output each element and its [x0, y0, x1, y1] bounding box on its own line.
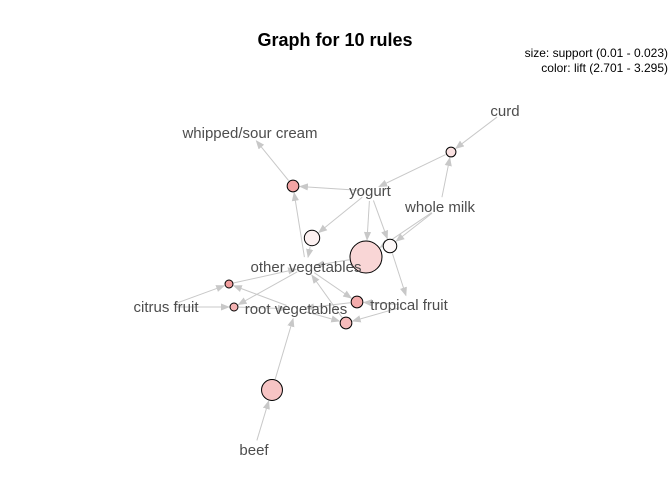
- edge-other_vegetables-to-r8: [313, 272, 353, 299]
- rule-node-r2: [286, 179, 300, 193]
- rule-node-r1: [445, 146, 457, 158]
- graph-title: Graph for 10 rules: [257, 30, 412, 50]
- rule-node-r6: [224, 279, 234, 289]
- edge-citrus_fruit-to-r6: [175, 285, 226, 305]
- edge-r5-to-tropical_fruit: [391, 253, 407, 297]
- rule-node-r8: [350, 295, 364, 309]
- item-label-whole-milk: whole milk: [404, 199, 476, 216]
- rule-nodes-layer: [224, 146, 457, 401]
- item-label-curd: curd: [490, 103, 519, 120]
- edge-whole_milk-to-r5: [395, 212, 433, 242]
- edge-r2-to-whipped_sour_cream: [255, 140, 290, 181]
- item-labels-layer: curd whipped/sour cream yogurt whole milk ot…: [133, 103, 519, 459]
- item-label-yogurt: yogurt: [349, 183, 392, 200]
- rule-node-r3: [303, 229, 321, 247]
- edge-root_vegetables-to-r6: [232, 285, 287, 306]
- edge-beef-to-r10: [256, 400, 270, 441]
- item-label-root-vegetables: root vegetables: [245, 301, 348, 318]
- item-label-other-vegetables: other vegetables: [251, 259, 362, 276]
- edges-layer: [175, 116, 498, 441]
- item-label-whipped-sour-cream: whipped/sour cream: [181, 125, 317, 142]
- item-label-tropical-fruit: tropical fruit: [370, 297, 448, 314]
- edge-r4-to-other_vegetables: [314, 259, 350, 268]
- rule-node-r7: [229, 302, 239, 312]
- edge-yogurt-to-r4: [363, 200, 372, 241]
- legend-size: size: support (0.01 - 0.023): [525, 46, 668, 60]
- item-label-citrus-fruit: citrus fruit: [133, 299, 199, 316]
- edge-curd-to-r1: [455, 116, 498, 149]
- edge-yogurt-to-r5: [372, 200, 388, 240]
- edge-whole_milk-to-r1: [441, 156, 452, 198]
- edge-tropical_fruit-to-r8: [362, 299, 400, 307]
- rule-node-r4: [349, 240, 383, 274]
- edge-other_vegetables-to-r2: [291, 191, 305, 258]
- rule-node-r9: [339, 316, 353, 330]
- edge-r3-to-other_vegetables: [306, 246, 314, 259]
- edge-r10-to-root_vegetables: [274, 317, 295, 380]
- edge-other_vegetables-to-r7: [237, 271, 298, 306]
- item-label-beef: beef: [239, 442, 269, 459]
- edge-r9-to-other_vegetables: [311, 274, 343, 318]
- edge-yogurt-to-r2: [298, 183, 361, 191]
- edge-r8-to-root_vegetables: [305, 302, 351, 311]
- edge-tropical_fruit-to-r9: [351, 307, 400, 323]
- edge-r7-to-root_vegetables: [238, 304, 287, 313]
- edge-yogurt-to-r3: [318, 196, 363, 234]
- edge-root_vegetables-to-r9: [305, 311, 341, 323]
- legend-color: color: lift (2.701 - 3.295): [541, 61, 668, 75]
- edge-r1-to-yogurt: [378, 154, 446, 188]
- edge-r6-to-other_vegetables: [233, 267, 298, 284]
- rule-node-r5: [382, 238, 398, 254]
- rule-node-r10: [261, 379, 283, 401]
